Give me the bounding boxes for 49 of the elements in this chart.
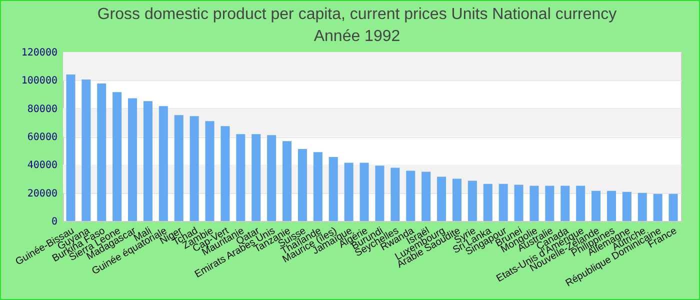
- y-tick-label: 100000: [21, 76, 58, 87]
- y-tick-label: 40000: [27, 160, 58, 172]
- bar: [560, 186, 570, 221]
- bar: [498, 184, 508, 221]
- bar: [390, 168, 400, 221]
- bar: [128, 98, 138, 221]
- chart-subtitle: Année 1992: [314, 28, 400, 45]
- bar: [545, 186, 554, 221]
- y-tick-label: 120000: [21, 48, 58, 58]
- bar: [638, 192, 647, 221]
- bar: [437, 176, 446, 221]
- bar: [592, 190, 601, 221]
- bar: [252, 134, 261, 221]
- y-tick-label: 60000: [27, 132, 58, 143]
- bar: [220, 126, 230, 221]
- bar: [66, 74, 76, 221]
- bar: [328, 157, 338, 221]
- bar: [236, 134, 246, 221]
- bar: [205, 121, 214, 221]
- bar: [313, 152, 322, 221]
- y-tick-label: 20000: [27, 188, 58, 200]
- bar: [653, 194, 662, 221]
- bar: [97, 84, 106, 221]
- y-tick-label: 0: [51, 216, 58, 228]
- bar: [483, 184, 492, 221]
- bar: [190, 116, 199, 221]
- bar: [282, 141, 292, 221]
- bar: [143, 101, 152, 221]
- bar: [468, 180, 477, 221]
- bar: [360, 162, 369, 221]
- bar: [158, 106, 168, 221]
- chart-title: Gross domestic product per capita, current prices Units National currency: [97, 6, 617, 23]
- bar: [452, 178, 462, 221]
- bar: [298, 149, 307, 221]
- bar: [606, 190, 616, 221]
- bar: [668, 194, 678, 221]
- bar: [422, 172, 431, 221]
- bar: [344, 162, 354, 221]
- bar: [174, 115, 184, 221]
- bar: [267, 135, 276, 221]
- y-tick-label: 80000: [27, 104, 58, 115]
- bar: [530, 186, 539, 221]
- bar: [622, 192, 632, 221]
- bar: [406, 170, 416, 221]
- bar: [375, 166, 384, 221]
- bar: [514, 184, 524, 221]
- bar: [112, 92, 122, 221]
- bar: [82, 79, 91, 221]
- bar: [576, 186, 586, 221]
